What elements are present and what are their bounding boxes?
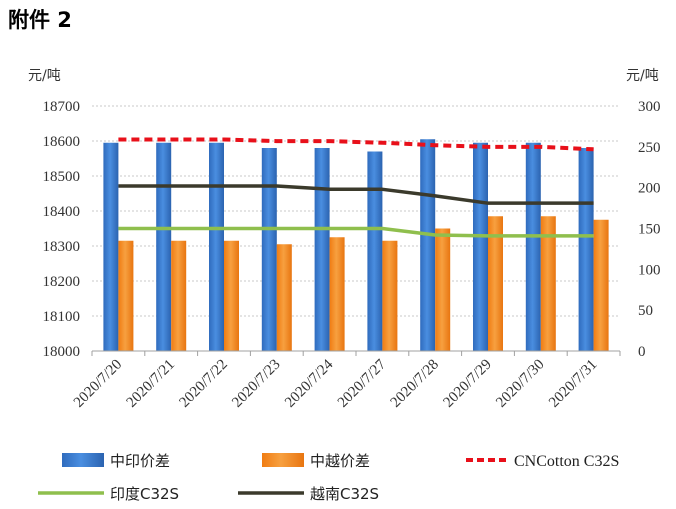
x-tick-label: 2020/7/29 [440, 357, 494, 411]
x-tick-label: 2020/7/21 [124, 357, 178, 411]
x-tick-label: 2020/7/20 [71, 357, 125, 411]
legend-item: 越南C32S [238, 485, 379, 503]
bar-cn-vn-spread [171, 240, 187, 351]
series-line [118, 137, 594, 152]
left-tick-label: 18700 [43, 99, 81, 115]
bar-cn-vn-spread [593, 219, 609, 351]
bar-cn-vn-spread [118, 240, 134, 351]
x-tick-label: 2020/7/24 [282, 356, 337, 411]
right-tick-label: 100 [638, 262, 661, 278]
legend-label: 中印价差 [110, 452, 170, 470]
legend-item: CNCotton C32S [466, 453, 619, 470]
bar-cn-vn-spread [435, 228, 451, 351]
right-tick-label: 0 [638, 344, 646, 360]
x-tick-label: 2020/7/23 [229, 357, 283, 411]
bars [103, 139, 609, 351]
legend-item: 中越价差 [262, 452, 370, 470]
bar-cn-in-spread [261, 148, 277, 351]
right-tick-label: 250 [638, 140, 661, 156]
x-tick-label: 2020/7/27 [335, 356, 390, 411]
legend-item: 中印价差 [62, 452, 170, 470]
bar-cn-in-spread [103, 142, 119, 351]
legend-label: 越南C32S [310, 485, 379, 503]
bar-cn-vn-spread [276, 244, 292, 351]
bar-cn-vn-spread [382, 240, 398, 351]
left-tick-label: 18000 [43, 344, 81, 360]
legend-label: 印度C32S [110, 485, 179, 503]
legend-label: CNCotton C32S [514, 453, 619, 470]
left-tick-label: 18300 [43, 239, 81, 255]
left-tick-label: 18500 [43, 169, 81, 185]
bar-cn-in-spread [367, 151, 383, 351]
legend-item: 印度C32S [38, 485, 179, 503]
bar-cn-in-spread [525, 142, 541, 351]
left-axis-unit: 元/吨 [28, 68, 61, 84]
right-tick-label: 300 [638, 99, 661, 115]
legend-swatch [262, 453, 304, 467]
bar-cn-vn-spread [329, 237, 345, 351]
bar-cn-in-spread [314, 148, 330, 351]
bar-cn-vn-spread [488, 216, 503, 351]
bar-cn-vn-spread [540, 216, 556, 351]
legend-swatch [62, 453, 104, 467]
left-tick-label: 18400 [43, 204, 81, 220]
page-heading: 附件 2 [8, 8, 72, 32]
right-tick-label: 50 [638, 303, 653, 319]
legend: 中印价差 中越价差 CNCotton C32S 印度C32S 越南C32S [38, 452, 619, 503]
right-axis-unit: 元/吨 [626, 68, 659, 84]
bar-cn-in-spread [473, 142, 488, 351]
series-line [118, 184, 594, 205]
left-tick-label: 18600 [43, 134, 81, 150]
bar-cn-in-spread [578, 148, 594, 351]
right-tick-label: 150 [638, 222, 661, 238]
bar-cn-in-spread [156, 142, 172, 351]
right-tick-label: 200 [638, 181, 661, 197]
legend-label: 中越价差 [310, 452, 370, 470]
left-tick-label: 18200 [43, 274, 81, 290]
bar-cn-in-spread [420, 139, 436, 351]
x-tick-label: 2020/7/22 [176, 357, 230, 411]
bar-cn-in-spread [209, 142, 224, 351]
bar-cn-vn-spread [224, 240, 239, 351]
x-tick-label: 2020/7/31 [546, 357, 600, 411]
series-lines [118, 137, 594, 238]
series-line [118, 226, 594, 238]
left-tick-label: 18100 [43, 309, 81, 325]
x-tick-label: 2020/7/30 [493, 357, 547, 411]
x-tick-label: 2020/7/28 [388, 357, 442, 411]
